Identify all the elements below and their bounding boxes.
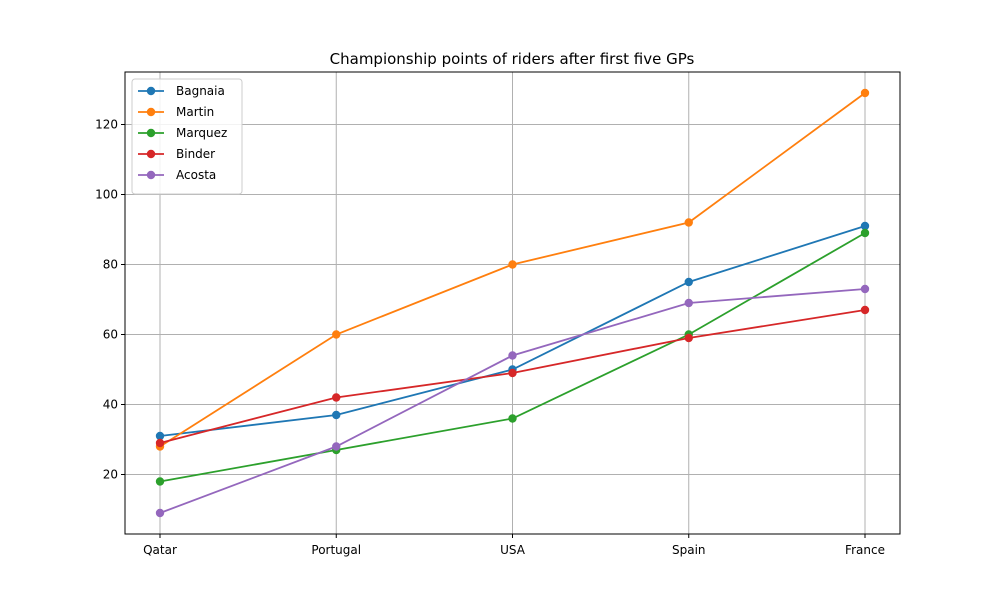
legend-swatch-marker	[146, 86, 156, 96]
series-binder	[155, 305, 870, 448]
legend-box	[131, 78, 243, 195]
series-acosta	[155, 284, 870, 518]
legend-item: Binder	[138, 147, 215, 161]
data-point	[155, 477, 165, 486]
data-point	[508, 368, 517, 378]
data-point	[860, 88, 870, 98]
data-point	[860, 305, 870, 315]
data-point	[684, 298, 693, 308]
data-point	[332, 410, 341, 420]
data-point	[508, 414, 517, 423]
data-point	[684, 333, 693, 343]
data-point	[508, 351, 517, 360]
legend-label: Martin	[176, 105, 214, 119]
data-point	[684, 218, 693, 227]
y-tick-label: 40	[103, 398, 118, 412]
legend-label: Marquez	[176, 126, 227, 140]
legend-item: Martin	[138, 105, 214, 119]
legend-swatch-marker	[146, 128, 156, 138]
y-tick-label: 80	[103, 258, 118, 272]
legend-item: Bagnaia	[138, 84, 225, 98]
legend-swatch-marker	[146, 170, 156, 180]
y-tick-label: 20	[103, 468, 118, 482]
x-tick-label: USA	[500, 543, 526, 557]
data-point	[332, 442, 341, 451]
chart-title: Championship points of riders after firs…	[330, 50, 695, 68]
data-point	[860, 221, 870, 231]
legend-item: Acosta	[138, 168, 216, 182]
legend-label: Binder	[176, 147, 215, 161]
x-tick-label: Qatar	[143, 543, 177, 557]
data-point	[332, 393, 341, 402]
data-point	[332, 330, 341, 339]
data-point	[508, 260, 517, 269]
legend-item: Marquez	[138, 126, 227, 140]
y-tick-label: 100	[95, 188, 118, 202]
y-tick-label: 60	[103, 328, 118, 342]
x-tick-label: Portugal	[311, 543, 361, 557]
data-point	[155, 431, 165, 441]
tick-layer: Qatar Portugal USA Spain France 20 40 60 80 100 12…	[95, 118, 885, 558]
legend-label: Acosta	[176, 168, 216, 182]
data-point	[684, 277, 693, 287]
legend: Bagnaia Martin Marquez Binder Acosta	[131, 78, 243, 195]
data-point	[155, 508, 165, 518]
legend-swatch-marker	[146, 149, 156, 159]
data-point	[860, 228, 870, 238]
x-tick-label: France	[845, 543, 885, 557]
x-tick-label: Spain	[672, 543, 706, 557]
data-point	[155, 438, 165, 448]
y-tick-label: 120	[95, 118, 118, 132]
data-point	[860, 284, 870, 294]
legend-swatch-marker	[146, 107, 156, 117]
legend-label: Bagnaia	[176, 84, 225, 98]
series-layer	[155, 88, 870, 518]
